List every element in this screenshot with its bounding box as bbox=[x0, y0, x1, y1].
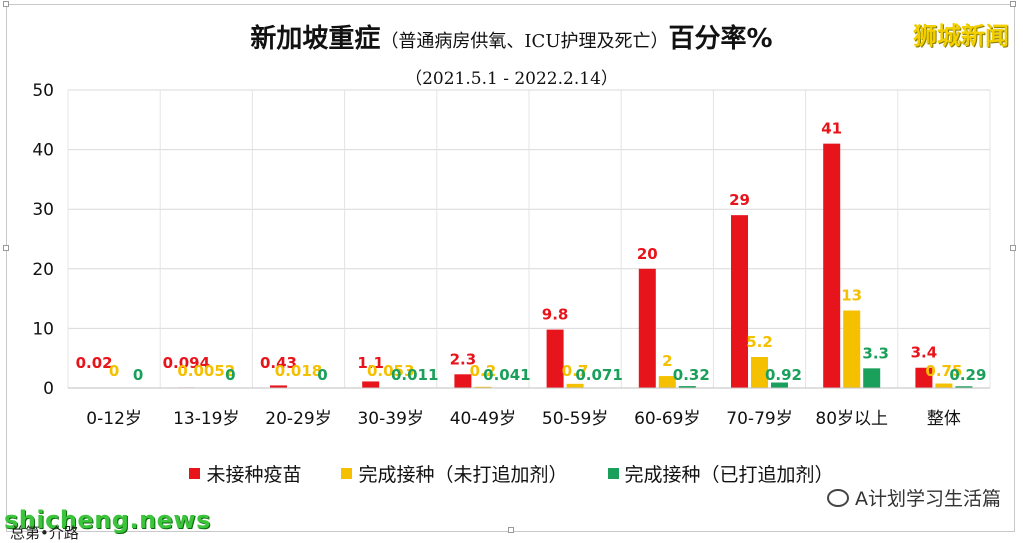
data-label: 5.2 bbox=[746, 333, 773, 351]
bar bbox=[362, 381, 379, 388]
x-tick-label: 40-49岁 bbox=[450, 409, 516, 429]
x-tick-label: 70-79岁 bbox=[726, 409, 792, 429]
legend-swatch-vaccinated-no-booster bbox=[341, 468, 352, 479]
data-label: 0.29 bbox=[949, 366, 986, 384]
data-label: 0.92 bbox=[765, 366, 802, 384]
x-tick-label: 20-29岁 bbox=[265, 409, 331, 429]
data-label: 9.8 bbox=[542, 306, 569, 324]
y-tick-label: 10 bbox=[32, 319, 54, 339]
bar bbox=[567, 384, 584, 388]
bar bbox=[823, 144, 840, 388]
data-label: 13 bbox=[841, 287, 862, 305]
x-tick-label: 60-69岁 bbox=[634, 409, 700, 429]
source-fragment: 总第•介路 bbox=[10, 522, 79, 543]
data-label: 41 bbox=[821, 120, 842, 138]
x-tick-label: 0-12岁 bbox=[86, 409, 142, 429]
legend-item-unvaccinated: 未接种疫苗 bbox=[189, 460, 301, 487]
y-tick-label: 0 bbox=[43, 379, 54, 399]
legend-label-unvaccinated: 未接种疫苗 bbox=[206, 460, 301, 487]
data-label: 0.011 bbox=[391, 366, 438, 384]
x-tick-label: 80岁以上 bbox=[815, 409, 888, 429]
wechat-account: A计划学习生活篇 bbox=[827, 484, 1001, 511]
legend-swatch-unvaccinated bbox=[189, 468, 200, 479]
x-tick-label: 13-19岁 bbox=[173, 409, 239, 429]
y-tick-label: 50 bbox=[32, 81, 54, 101]
legend-item-vaccinated-booster: 完成接种（已打追加剂） bbox=[608, 460, 834, 487]
data-label: 0.018 bbox=[275, 362, 322, 380]
bar bbox=[731, 215, 748, 388]
wechat-account-name: A计划学习生活篇 bbox=[855, 484, 1001, 511]
data-label: 0 bbox=[133, 366, 143, 384]
legend: 未接种疫苗 完成接种（未打追加剂） 完成接种（已打追加剂） bbox=[0, 460, 1023, 487]
data-label: 0 bbox=[317, 366, 327, 384]
data-label: 0 bbox=[109, 362, 119, 380]
resize-handle-bottom-center[interactable] bbox=[508, 527, 514, 533]
data-label: 3.3 bbox=[862, 344, 889, 362]
data-label: 0.32 bbox=[673, 366, 710, 384]
bar bbox=[935, 384, 952, 388]
data-label: 2 bbox=[662, 352, 672, 370]
data-label: 0 bbox=[225, 366, 235, 384]
data-label: 29 bbox=[729, 191, 750, 209]
data-label: 0.071 bbox=[575, 366, 622, 384]
bar bbox=[843, 311, 860, 388]
x-tick-label: 50-59岁 bbox=[542, 409, 608, 429]
data-label: 20 bbox=[637, 245, 658, 263]
bar bbox=[863, 368, 880, 388]
legend-label-vaccinated-no-booster: 完成接种（未打追加剂） bbox=[358, 460, 567, 487]
x-tick-label: 30-39岁 bbox=[357, 409, 423, 429]
bar bbox=[639, 269, 656, 388]
legend-item-vaccinated-no-booster: 完成接种（未打追加剂） bbox=[341, 460, 567, 487]
legend-swatch-vaccinated-booster bbox=[608, 468, 619, 479]
y-tick-label: 30 bbox=[32, 200, 54, 220]
data-label: 3.4 bbox=[911, 344, 938, 362]
y-tick-label: 40 bbox=[32, 141, 54, 161]
y-tick-label: 20 bbox=[32, 260, 54, 280]
data-label: 0.041 bbox=[483, 366, 530, 384]
wechat-icon bbox=[827, 489, 849, 507]
x-tick-label: 整体 bbox=[927, 409, 961, 429]
legend-label-vaccinated-booster: 完成接种（已打追加剂） bbox=[625, 460, 834, 487]
data-label: 0.02 bbox=[76, 354, 113, 372]
